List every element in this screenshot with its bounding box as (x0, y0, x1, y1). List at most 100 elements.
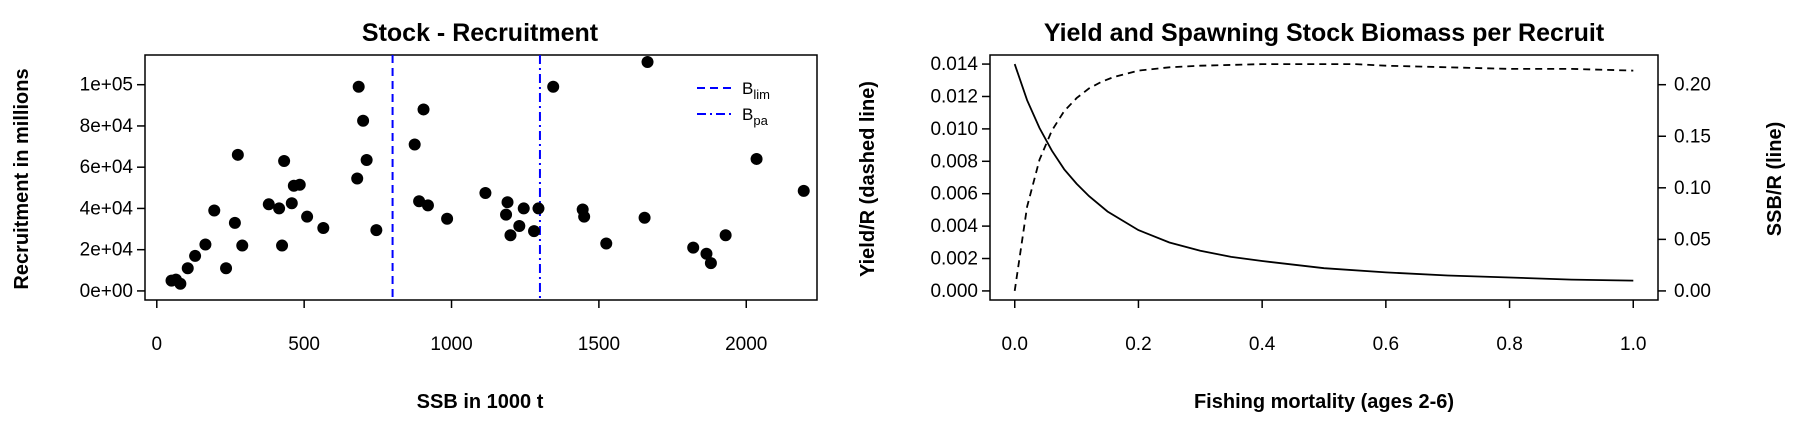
y-tick-label-right: 0.15 (1674, 126, 1711, 147)
data-point (181, 262, 194, 275)
x-tick-label: 2000 (725, 334, 767, 355)
stock-recruitment-panel: Stock - Recruitment SSB in 1000 t Recrui… (11, 19, 818, 413)
data-point (273, 202, 286, 215)
data-point (750, 152, 763, 165)
y-tick-label-left: 0.008 (930, 151, 978, 172)
data-points (165, 56, 810, 290)
data-point (357, 114, 370, 127)
data-point (370, 224, 383, 237)
chart-title: Stock - Recruitment (362, 19, 599, 47)
data-point (532, 202, 545, 215)
chart-title: Yield and Spawning Stock Biomass per Rec… (1044, 19, 1605, 47)
y-tick-label-left: 0.014 (930, 54, 978, 75)
data-point (262, 198, 275, 211)
y-axis-label-left: Yield/R (dashed line) (857, 81, 879, 277)
data-point (208, 204, 221, 217)
x-tick-label: 0 (152, 334, 163, 355)
data-point (417, 103, 430, 116)
yield-per-recruit-line (1013, 63, 1634, 292)
series-lines (1013, 63, 1634, 292)
data-point (578, 210, 591, 223)
y-tick-label-left: 0.004 (930, 216, 978, 237)
data-point (236, 239, 249, 252)
data-point (408, 138, 421, 151)
plot-frame (144, 54, 818, 301)
reference-lines (391, 55, 541, 300)
plot-frame (989, 54, 1659, 301)
data-point (600, 237, 613, 250)
data-point (501, 196, 514, 209)
data-point (441, 212, 454, 225)
data-point (421, 199, 434, 212)
data-point (317, 222, 330, 235)
axes: 0 500 1000 1500 2000 0e+00 2e+04 4e+04 6e+04 8e+0… (80, 75, 768, 355)
y-tick-label-right: 0.00 (1674, 281, 1711, 302)
x-tick-label: 0.6 (1373, 334, 1399, 355)
data-point (700, 247, 713, 260)
data-point (513, 219, 526, 232)
legend-label-subscript: pa (753, 113, 768, 128)
x-axis-label: SSB in 1000 t (417, 391, 544, 413)
ssb-per-recruit-line (1013, 63, 1634, 282)
y-tick-label: 0e+00 (80, 281, 133, 302)
data-point (220, 262, 233, 275)
legend-label: Blim (742, 79, 770, 102)
data-point (638, 211, 651, 224)
data-point (278, 155, 291, 168)
data-point (189, 249, 202, 262)
y-axis-label-right: SSB/R (line) (1764, 122, 1786, 236)
data-point (293, 178, 306, 191)
x-tick-label: 0.0 (1002, 334, 1028, 355)
y-tick-label-left: 0.012 (930, 86, 978, 107)
data-point (719, 229, 732, 242)
x-tick-label: 500 (288, 334, 320, 355)
y-tick-label-right: 0.20 (1674, 75, 1711, 96)
y-tick-label: 2e+04 (80, 240, 134, 261)
y-axis-label: Recruitment in millions (11, 68, 33, 289)
data-point (228, 216, 241, 229)
data-point (517, 202, 530, 215)
x-tick-label: 1500 (578, 334, 620, 355)
data-point (547, 80, 560, 93)
legend-label-base: B (742, 79, 753, 98)
x-tick-label: 0.8 (1496, 334, 1522, 355)
data-point (199, 238, 212, 251)
data-point (704, 257, 717, 270)
y-tick-label-left: 0.010 (930, 119, 978, 140)
y-tick-label: 4e+04 (80, 198, 134, 219)
y-tick-label-right: 0.10 (1674, 178, 1711, 199)
data-point (301, 210, 314, 223)
per-recruit-panel: Yield and Spawning Stock Biomass per Rec… (857, 19, 1786, 413)
data-point (351, 172, 364, 185)
y-tick-label: 8e+04 (80, 116, 134, 137)
x-tick-label: 0.2 (1125, 334, 1151, 355)
data-point (500, 208, 513, 221)
data-point (352, 80, 365, 93)
axes: 0.0 0.2 0.4 0.6 0.8 1.0 0.000 0.002 0.004 0.006 0.… (930, 54, 1711, 355)
data-point (504, 229, 517, 242)
data-point (641, 56, 654, 69)
y-tick-label-left: 0.000 (930, 281, 978, 302)
x-tick-label: 1000 (430, 334, 472, 355)
legend-label-base: B (742, 105, 753, 124)
y-tick-label-left: 0.006 (930, 184, 978, 205)
data-point (276, 239, 289, 252)
data-point (797, 184, 810, 197)
data-point (285, 197, 298, 210)
x-tick-label: 1.0 (1620, 334, 1646, 355)
y-tick-label-left: 0.002 (930, 249, 978, 270)
data-point (231, 148, 244, 161)
y-tick-label: 1e+05 (80, 75, 133, 96)
data-point (174, 277, 187, 290)
data-point (528, 225, 541, 238)
legend-label-subscript: lim (753, 87, 770, 102)
y-tick-label: 6e+04 (80, 157, 134, 178)
x-axis-label: Fishing mortality (ages 2-6) (1194, 391, 1454, 413)
x-tick-label: 0.4 (1249, 334, 1276, 355)
legend-label: Bpa (742, 105, 769, 128)
data-point (360, 153, 373, 166)
data-point (479, 186, 492, 199)
